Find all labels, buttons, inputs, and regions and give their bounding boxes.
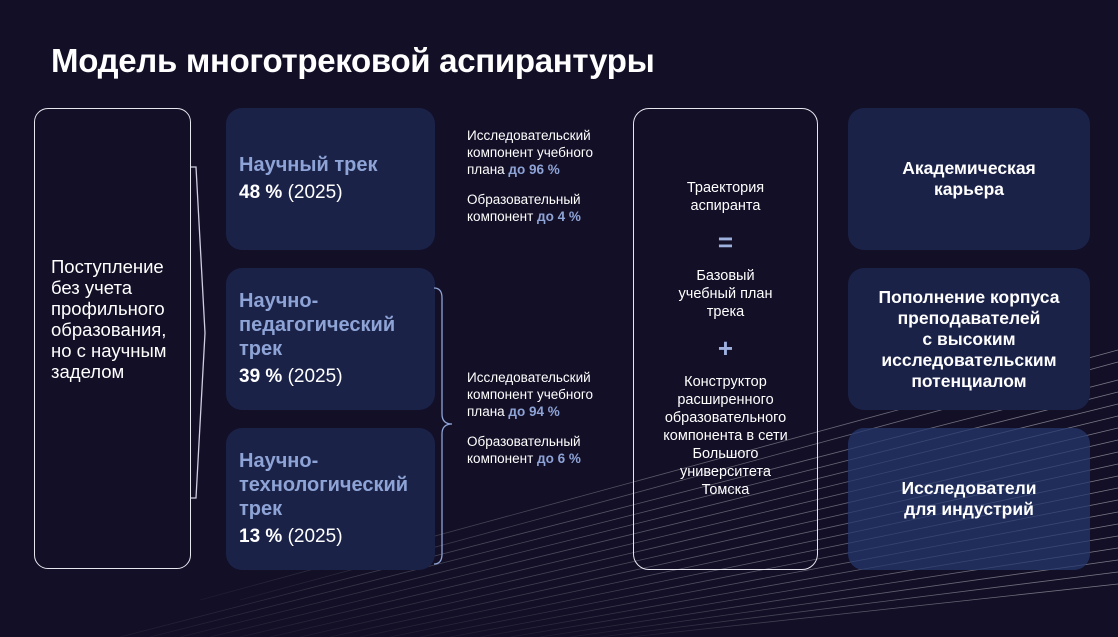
- chevron-right-icon: [191, 166, 206, 499]
- entry-conditions-text: Поступление без учета профильного образо…: [51, 255, 167, 382]
- curly-brace-icon: [433, 287, 453, 565]
- trajectory-box: Траектория аспиранта = Базовый учебный п…: [633, 108, 818, 570]
- track-name: Научно- педагогический трек: [239, 290, 396, 360]
- track-percent: 39 % (2025): [239, 366, 343, 387]
- track-card-technological: Научно- технологический трек 13 % (2025): [226, 428, 435, 570]
- track-name: Научно- технологический трек: [239, 450, 409, 520]
- research-component: Исследовательский компонент учебного пла…: [467, 370, 593, 419]
- track-percent: 48 % (2025): [239, 182, 343, 203]
- research-component: Исследовательский компонент учебного пла…: [467, 128, 593, 177]
- outcome-industry-researchers: Исследователи для индустрий: [848, 428, 1090, 570]
- constructor-label: Конструктор расширенного образовательног…: [663, 374, 788, 498]
- base-curriculum-label: Базовый учебный план трека: [678, 268, 773, 320]
- outcome-teaching-staff: Пополнение корпуса преподавателей с высо…: [848, 268, 1090, 410]
- entry-conditions-box: Поступление без учета профильного образо…: [34, 108, 191, 569]
- equals-icon: =: [717, 227, 734, 257]
- plus-icon: +: [717, 333, 734, 363]
- track-card-scientific: Научный трек 48 % (2025): [226, 108, 435, 250]
- education-component: Образовательный компонент до 6 %: [467, 434, 581, 466]
- components-applied: Исследовательский компонент учебного пла…: [467, 369, 593, 480]
- trajectory-label: Траектория аспиранта: [686, 180, 765, 214]
- track-percent: 13 % (2025): [239, 526, 343, 547]
- education-component: Образовательный компонент до 4 %: [467, 192, 581, 224]
- track-name: Научный трек: [239, 154, 378, 176]
- track-card-pedagogical: Научно- педагогический трек 39 % (2025): [226, 268, 435, 410]
- components-scientific: Исследовательский компонент учебного пла…: [467, 127, 593, 238]
- outcome-academic-career: Академическая карьера: [848, 108, 1090, 250]
- page-title: Модель многотрековой аспирантуры: [51, 42, 655, 79]
